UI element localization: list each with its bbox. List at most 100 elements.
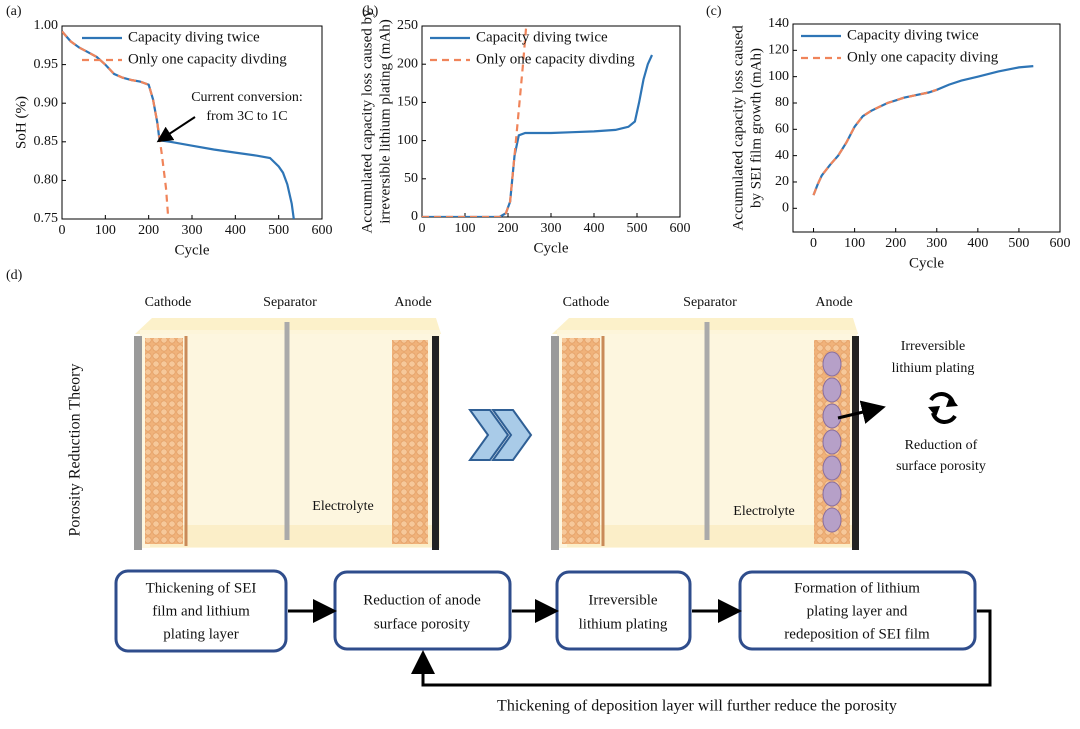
y-tick-label: 20 <box>775 174 789 189</box>
x-tick-label: 400 <box>584 221 605 236</box>
y-tick-label: 100 <box>768 69 789 84</box>
plot-frame <box>792 23 1061 233</box>
x-tick-label: 100 <box>844 236 865 251</box>
y-tick-label: 120 <box>768 43 789 58</box>
legend-label: Only one capacity divding <box>128 51 287 67</box>
y-tick-label: 140 <box>768 16 789 31</box>
x-tick-label: 100 <box>95 223 116 238</box>
step-box <box>333 570 512 651</box>
step-text: plating layer and <box>807 603 908 619</box>
loop-arrow <box>411 609 992 687</box>
x-tick-label: 600 <box>312 223 333 238</box>
electrolyte-label: Electrolyte <box>733 504 794 519</box>
data-line <box>812 88 938 196</box>
step-text: film and lithium <box>152 603 250 619</box>
y-tick-label: 250 <box>397 18 418 33</box>
y-axis-label: SoH (%) <box>13 96 29 149</box>
legend-label: Only one capacity divding <box>476 51 635 67</box>
anode-label: Anode <box>815 295 852 310</box>
panel-label: (d) <box>6 268 23 283</box>
y-tick-label: 150 <box>397 95 418 110</box>
plot-frame <box>421 25 681 218</box>
y-tick-label: 0.90 <box>34 95 59 110</box>
x-tick-label: 0 <box>419 221 426 236</box>
y-tick-label: 60 <box>775 122 789 137</box>
y-tick-label: 0.95 <box>34 57 59 72</box>
step-text: Irreversible <box>588 592 657 608</box>
effect: surface porosity <box>896 459 986 474</box>
step-text: Formation of lithium <box>794 580 920 596</box>
annotation-arrow <box>156 116 196 143</box>
effect: Reduction of <box>905 438 978 453</box>
x-tick-label: 600 <box>670 221 691 236</box>
x-tick-label: 500 <box>268 223 289 238</box>
step-text: plating layer <box>163 626 238 642</box>
x-tick-label: 100 <box>455 221 476 236</box>
series-group <box>812 65 1034 196</box>
legend-label: Capacity diving twice <box>847 27 979 43</box>
cathode-label: Cathode <box>563 295 610 310</box>
step-box <box>555 570 692 651</box>
panel-label: (c) <box>706 4 722 19</box>
callout: Irreversible <box>901 339 966 354</box>
side-title: Porosity Reduction Theory <box>67 363 84 536</box>
y-tick-label: 40 <box>775 148 789 163</box>
y-tick-label: 80 <box>775 95 789 110</box>
x-tick-label: 300 <box>182 223 203 238</box>
series-group <box>422 27 654 217</box>
anode-label: Anode <box>394 295 431 310</box>
step-text: lithium plating <box>579 616 668 632</box>
cycle-icon <box>928 392 958 424</box>
x-axis-label: Cycle <box>909 255 944 271</box>
diagram: (d) Porosity Reduction Theory Cathode Se… <box>6 268 992 715</box>
y-axis-label: Accumulated capacity loss caused <box>730 25 746 231</box>
x-tick-label: 0 <box>810 236 817 251</box>
x-tick-label: 600 <box>1050 236 1071 251</box>
y-tick-label: 50 <box>404 171 418 186</box>
step-box <box>114 569 288 653</box>
step-text: redeposition of SEI film <box>784 626 930 642</box>
transition-arrow <box>468 409 533 461</box>
x-tick-label: 500 <box>627 221 648 236</box>
charts: 0 100 200 300 400 500 6000.750.800.850.900.951… <box>6 4 1071 271</box>
panel-label: (b) <box>362 4 379 19</box>
y-axis-label: by SEI film growth (mAh) <box>748 48 764 208</box>
data-line <box>812 65 1034 196</box>
panel-label: (a) <box>6 4 22 19</box>
separator-label: Separator <box>683 295 737 310</box>
annotation: Current conversion: <box>191 90 303 105</box>
data-line <box>62 30 295 219</box>
x-tick-label: 400 <box>225 223 246 238</box>
separator-label: Separator <box>263 295 317 310</box>
loop-note: Thickening of deposition layer will furt… <box>497 698 897 715</box>
data-line <box>422 27 528 217</box>
y-axis-label: Accumulated capacity loss caused by <box>359 9 375 234</box>
y-tick-label: 0.75 <box>34 211 59 226</box>
data-line <box>422 54 654 217</box>
y-axis-label: irreversible lithium plating (mAh) <box>377 19 393 224</box>
cathode-label: Cathode <box>145 295 192 310</box>
x-axis-label: Cycle <box>175 242 210 258</box>
y-tick-label: 0.80 <box>34 173 59 188</box>
legend-label: Only one capacity diving <box>847 49 999 65</box>
x-tick-label: 300 <box>926 236 947 251</box>
x-tick-label: 0 <box>59 223 66 238</box>
step-text: surface porosity <box>374 616 471 632</box>
x-tick-label: 200 <box>138 223 159 238</box>
plot-frame <box>61 25 323 220</box>
x-tick-label: 500 <box>1008 236 1029 251</box>
cell-before <box>134 318 441 550</box>
y-tick-label: 200 <box>397 56 418 71</box>
legend-label: Capacity diving twice <box>476 29 608 45</box>
step-text: Thickening of SEI <box>146 580 257 596</box>
x-tick-label: 400 <box>967 236 988 251</box>
legend-label: Capacity diving twice <box>128 29 260 45</box>
cell-after <box>551 318 886 550</box>
y-tick-label: 1.00 <box>34 18 59 33</box>
y-tick-label: 0.85 <box>34 134 59 149</box>
x-tick-label: 200 <box>498 221 519 236</box>
callout: lithium plating <box>892 361 975 376</box>
annotation: from 3C to 1C <box>206 109 287 124</box>
step-text: Reduction of anode <box>363 592 481 608</box>
